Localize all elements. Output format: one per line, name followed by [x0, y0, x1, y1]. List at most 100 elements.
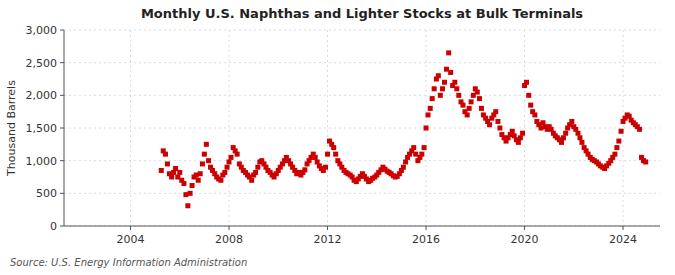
- point: [163, 152, 168, 157]
- point: [419, 152, 424, 157]
- y-tick-label: 1,500: [26, 122, 58, 135]
- point: [637, 127, 642, 132]
- grid-line: [64, 95, 660, 96]
- point: [426, 112, 431, 117]
- grid-line: [229, 30, 230, 226]
- x-tick-label: 2008: [215, 233, 243, 246]
- point: [222, 170, 227, 175]
- point: [643, 159, 648, 164]
- grid-line: [64, 30, 660, 31]
- x-tick-label: 2004: [116, 233, 144, 246]
- point: [438, 93, 443, 98]
- point: [579, 140, 584, 145]
- point: [190, 183, 195, 188]
- x-tick: [426, 226, 427, 230]
- point: [204, 142, 209, 147]
- point: [253, 170, 258, 175]
- y-tick-label: 1,000: [26, 155, 58, 168]
- point: [302, 167, 307, 172]
- point: [495, 119, 500, 124]
- grid-line: [64, 226, 660, 227]
- y-tick-label: 3,000: [26, 24, 58, 37]
- point: [206, 158, 211, 163]
- y-tick: [60, 95, 64, 96]
- point: [452, 80, 457, 85]
- point: [198, 171, 203, 176]
- grid-line: [64, 62, 660, 63]
- point: [442, 80, 447, 85]
- point: [165, 161, 170, 166]
- point: [510, 129, 515, 134]
- point: [333, 152, 338, 157]
- point: [532, 112, 537, 117]
- point: [188, 191, 193, 196]
- points: [159, 50, 648, 208]
- point: [475, 90, 480, 95]
- point: [196, 178, 201, 183]
- point: [436, 73, 441, 78]
- x-tick: [130, 226, 131, 230]
- point: [569, 119, 574, 124]
- point: [559, 140, 564, 145]
- point: [612, 152, 617, 157]
- x-tick: [327, 226, 328, 230]
- point: [448, 70, 453, 75]
- point: [218, 178, 223, 183]
- point: [401, 165, 406, 170]
- point: [185, 203, 190, 208]
- point: [313, 155, 318, 160]
- point: [477, 96, 482, 101]
- grid-line: [623, 30, 624, 226]
- point: [619, 129, 624, 134]
- point: [479, 106, 484, 111]
- x-tick-label: 2016: [412, 233, 440, 246]
- point: [422, 145, 427, 150]
- point: [255, 165, 260, 170]
- grid-line: [130, 30, 131, 226]
- x-tick: [229, 226, 230, 230]
- point: [454, 86, 459, 91]
- point: [497, 126, 502, 131]
- point: [465, 112, 470, 117]
- y-tick-label: 2,500: [26, 57, 58, 70]
- point: [467, 106, 472, 111]
- point: [235, 152, 240, 157]
- x-tick: [524, 226, 525, 230]
- y-tick: [60, 160, 64, 161]
- point: [520, 131, 525, 136]
- point: [616, 139, 621, 144]
- y-tick: [60, 62, 64, 63]
- y-axis-label: Thousand Barrels: [5, 80, 18, 177]
- x-axis-line: [64, 226, 660, 227]
- grid-line: [524, 30, 525, 226]
- point: [614, 145, 619, 150]
- point: [561, 135, 566, 140]
- y-tick-label: 500: [36, 187, 57, 200]
- point: [323, 165, 328, 170]
- title: Monthly U.S. Naphthas and Lighter Stocks…: [141, 6, 583, 21]
- point: [432, 86, 437, 91]
- point: [493, 109, 498, 114]
- point: [169, 175, 174, 180]
- point: [424, 126, 429, 131]
- point: [516, 140, 521, 145]
- x-tick-label: 2020: [511, 233, 539, 246]
- point: [228, 155, 233, 160]
- point: [577, 135, 582, 140]
- y-tick-label: 0: [50, 220, 57, 233]
- grid-line: [327, 30, 328, 226]
- point: [518, 135, 523, 140]
- x-tick: [623, 226, 624, 230]
- point: [249, 178, 254, 183]
- x-tick-label: 2012: [314, 233, 342, 246]
- point: [411, 145, 416, 150]
- y-tick: [60, 193, 64, 194]
- y-tick: [60, 30, 64, 31]
- point: [202, 152, 207, 157]
- point: [225, 165, 230, 170]
- point: [227, 159, 232, 164]
- point: [177, 170, 182, 175]
- point: [460, 103, 465, 108]
- point: [200, 161, 205, 166]
- point: [331, 145, 336, 150]
